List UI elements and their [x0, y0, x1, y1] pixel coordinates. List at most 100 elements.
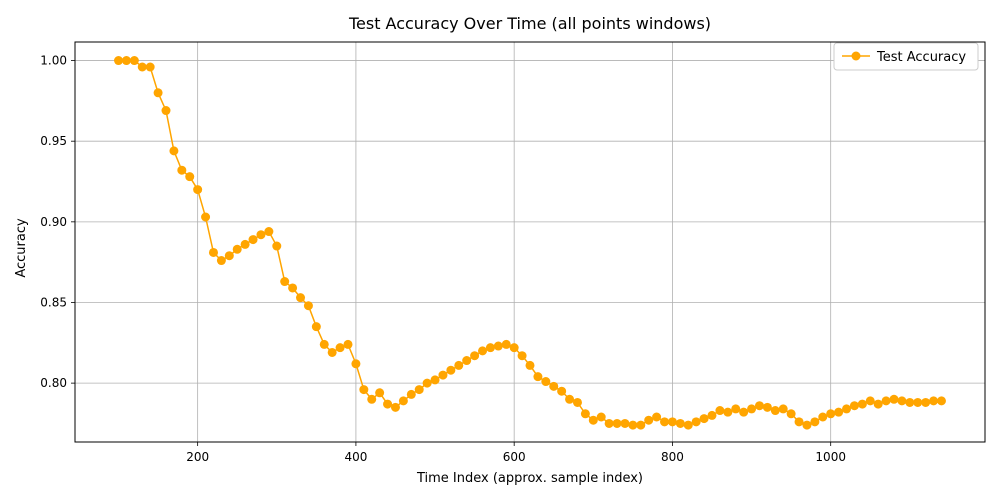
y-tick-label: 0.95	[40, 134, 67, 148]
data-point	[485, 343, 495, 353]
data-point	[905, 397, 915, 407]
data-point	[810, 417, 820, 427]
data-point	[612, 418, 622, 428]
data-point	[842, 404, 852, 414]
series-layer	[114, 56, 946, 430]
data-point	[707, 410, 717, 420]
data-point	[216, 256, 226, 266]
data-point	[462, 356, 472, 366]
data-point	[628, 420, 638, 430]
data-point	[509, 343, 519, 353]
x-tick-label: 600	[503, 450, 526, 464]
data-point	[667, 417, 677, 427]
data-point	[272, 241, 282, 251]
data-point	[549, 381, 559, 391]
data-point	[422, 378, 432, 388]
data-point	[454, 360, 464, 370]
data-point	[121, 56, 131, 66]
data-point	[936, 396, 946, 406]
data-point	[731, 404, 741, 414]
data-point	[137, 62, 147, 72]
data-point	[913, 397, 923, 407]
x-tick-label: 200	[186, 450, 209, 464]
data-point	[849, 401, 859, 411]
data-point	[311, 322, 321, 332]
data-point	[857, 399, 867, 409]
data-point	[802, 420, 812, 430]
data-point	[414, 385, 424, 395]
data-point	[541, 377, 551, 387]
data-point	[296, 293, 306, 303]
data-point	[897, 396, 907, 406]
data-point	[430, 375, 440, 385]
data-point	[644, 415, 654, 425]
data-point	[517, 351, 527, 361]
data-point	[359, 385, 369, 395]
data-point	[889, 394, 899, 404]
data-point	[723, 407, 733, 417]
legend-marker-sample	[851, 51, 861, 61]
data-point	[114, 56, 124, 66]
data-point	[525, 360, 535, 370]
data-point	[770, 406, 780, 416]
data-point	[873, 399, 883, 409]
data-point	[786, 409, 796, 419]
data-point	[691, 417, 701, 427]
data-point	[596, 412, 606, 422]
legend-label: Test Accuracy	[876, 50, 966, 65]
x-tick-label: 1000	[815, 450, 846, 464]
data-point	[747, 404, 757, 414]
data-point	[834, 407, 844, 417]
data-point	[762, 402, 772, 412]
data-point	[652, 412, 662, 422]
data-point	[406, 389, 416, 399]
data-point	[383, 399, 393, 409]
data-point	[208, 247, 218, 257]
data-point	[501, 339, 511, 349]
data-point	[826, 409, 836, 419]
plot-frame	[74, 41, 986, 443]
y-tick-label: 0.85	[40, 295, 67, 309]
grid-lines	[75, 42, 985, 442]
data-point	[335, 343, 345, 353]
data-point	[446, 365, 456, 375]
data-point	[240, 239, 250, 249]
data-point	[319, 339, 329, 349]
data-point	[572, 397, 582, 407]
data-point	[778, 404, 788, 414]
data-point	[921, 397, 931, 407]
x-axis-label: Time Index (approx. sample index)	[416, 471, 643, 486]
x-tick-label: 400	[344, 450, 367, 464]
data-point	[193, 185, 203, 195]
data-point	[129, 56, 139, 66]
data-point	[145, 62, 155, 72]
data-point	[929, 396, 939, 406]
data-point	[264, 227, 274, 237]
legend-box	[833, 42, 979, 71]
data-point	[533, 372, 543, 382]
data-point	[636, 420, 646, 430]
data-point	[303, 301, 313, 311]
data-point	[169, 146, 179, 156]
data-point	[818, 412, 828, 422]
data-point	[754, 401, 764, 411]
data-point	[794, 417, 804, 427]
data-point	[390, 402, 400, 412]
data-point	[343, 339, 353, 349]
data-point	[161, 106, 171, 116]
data-point	[675, 418, 685, 428]
y-tick-label: 0.80	[40, 376, 67, 390]
data-point	[565, 394, 575, 404]
data-point	[375, 388, 385, 398]
data-point	[398, 396, 408, 406]
data-point	[557, 386, 567, 396]
data-point	[620, 418, 630, 428]
data-point	[153, 88, 163, 98]
y-tick-label: 0.90	[40, 215, 67, 229]
data-point	[201, 212, 211, 222]
tick-layer: 200 400 600 800 1000 0.80 0.85 0.90 0.95 1.00	[40, 54, 846, 464]
data-point	[327, 347, 337, 357]
data-point	[248, 235, 258, 245]
